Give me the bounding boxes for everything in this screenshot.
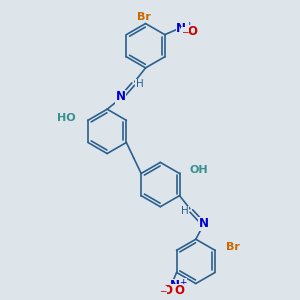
Text: +: + xyxy=(179,278,187,287)
Text: N: N xyxy=(116,90,126,103)
Text: O: O xyxy=(174,284,184,297)
Text: N: N xyxy=(170,279,180,292)
Text: O: O xyxy=(188,25,198,38)
Text: −: − xyxy=(181,27,189,36)
Text: O: O xyxy=(163,284,173,297)
Text: Br: Br xyxy=(226,242,240,252)
Text: H: H xyxy=(181,206,189,216)
Text: N: N xyxy=(199,217,209,230)
Text: OH: OH xyxy=(190,165,208,175)
Text: −: − xyxy=(159,286,166,295)
Text: H: H xyxy=(136,79,143,89)
Text: N: N xyxy=(176,22,186,35)
Text: Br: Br xyxy=(137,12,151,22)
Text: +: + xyxy=(185,21,193,30)
Text: HO: HO xyxy=(57,113,76,123)
